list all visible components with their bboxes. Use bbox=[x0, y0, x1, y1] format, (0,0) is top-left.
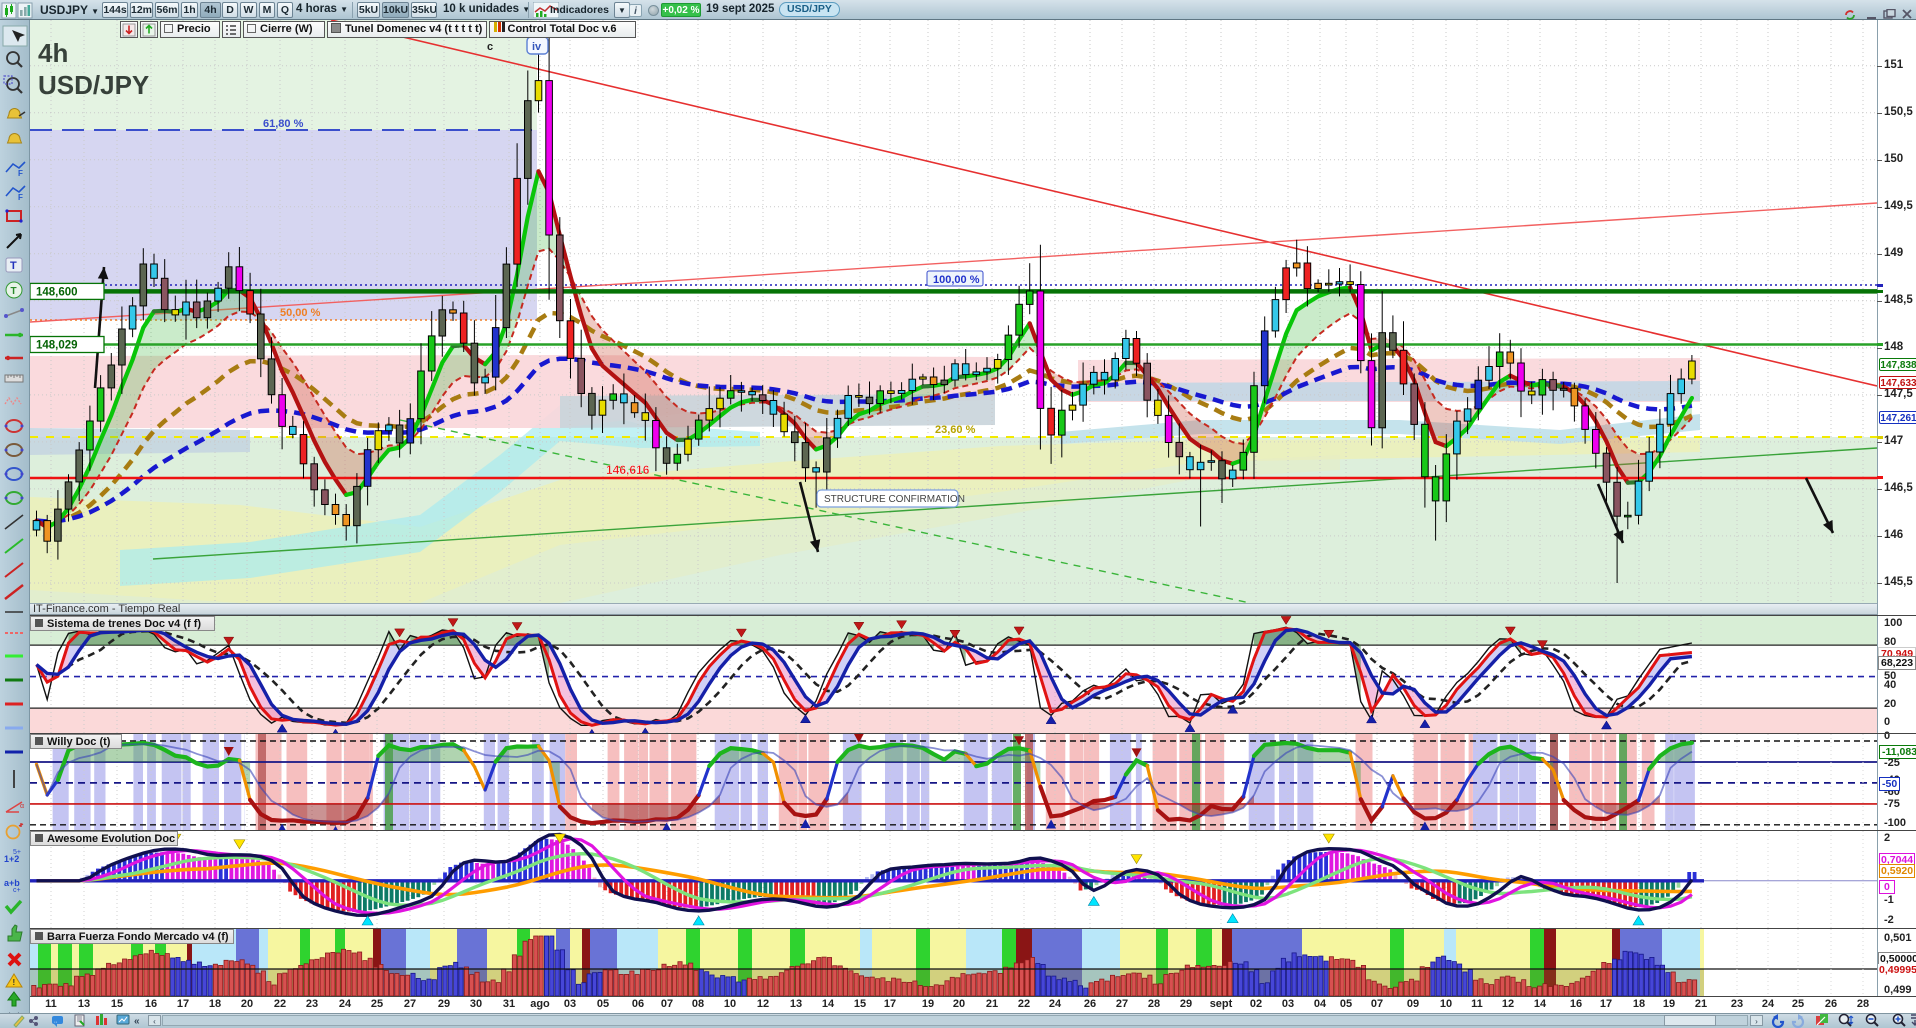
svg-text:USD/JPY: USD/JPY bbox=[38, 70, 149, 100]
svg-text:F: F bbox=[18, 169, 23, 178]
svg-text:!: ! bbox=[13, 978, 16, 987]
svg-text:c: c bbox=[487, 41, 493, 53]
svg-text:4h: 4h bbox=[38, 38, 68, 68]
svg-text:«: « bbox=[134, 1016, 140, 1027]
svg-text:c+: c+ bbox=[13, 887, 21, 894]
svg-text:F: F bbox=[18, 193, 23, 202]
svg-text:61,80 %: 61,80 % bbox=[263, 118, 304, 130]
svg-text:148,600: 148,600 bbox=[36, 286, 78, 298]
svg-text:T: T bbox=[10, 260, 17, 272]
svg-text:100,00 %: 100,00 % bbox=[933, 274, 980, 286]
svg-text:148,029: 148,029 bbox=[36, 340, 78, 352]
svg-text:T: T bbox=[11, 286, 17, 297]
svg-text:5+: 5+ bbox=[13, 849, 21, 856]
svg-text:..: .. bbox=[54, 1019, 58, 1025]
svg-text:iv: iv bbox=[532, 41, 542, 53]
svg-text:STRUCTURE CONFIRMATION: STRUCTURE CONFIRMATION bbox=[824, 494, 965, 505]
svg-text:a+b: a+b bbox=[4, 878, 20, 888]
svg-text:50,00 %: 50,00 % bbox=[280, 307, 321, 319]
svg-text:α: α bbox=[20, 803, 24, 810]
svg-text:23,60 %: 23,60 % bbox=[935, 424, 976, 436]
svg-text:146,616: 146,616 bbox=[606, 463, 650, 477]
svg-text:1+2: 1+2 bbox=[4, 854, 19, 864]
